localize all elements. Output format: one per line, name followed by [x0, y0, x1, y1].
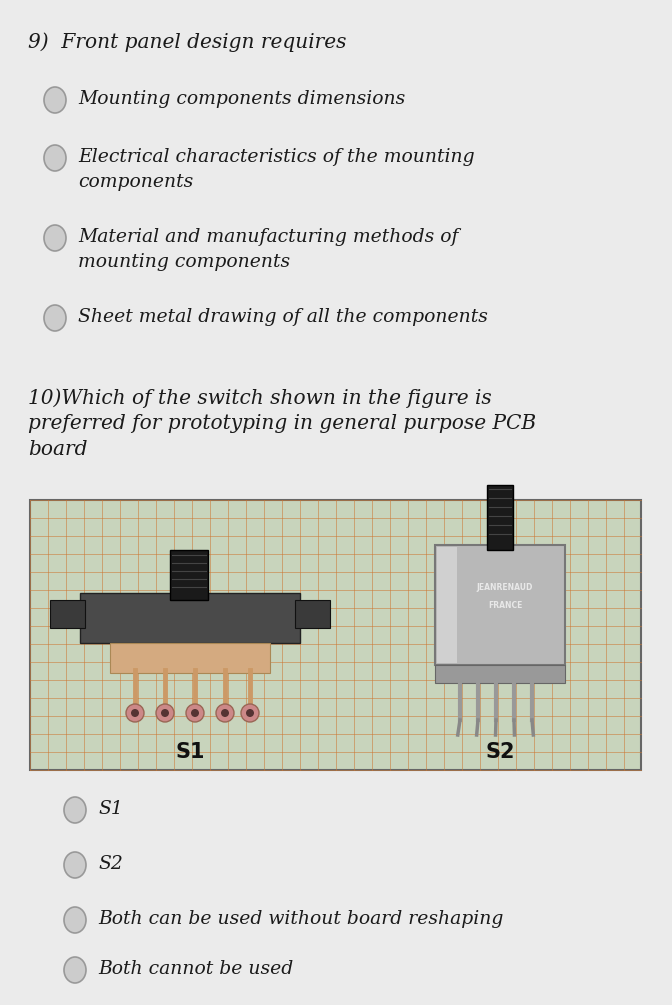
Ellipse shape — [44, 87, 66, 113]
Ellipse shape — [44, 145, 66, 171]
Ellipse shape — [64, 907, 86, 933]
Bar — [437, 547, 457, 663]
Text: Material and manufacturing methods of
mounting components: Material and manufacturing methods of mo… — [78, 228, 458, 271]
Text: Mounting components dimensions: Mounting components dimensions — [78, 90, 405, 108]
Text: Both can be used without board reshaping: Both can be used without board reshaping — [98, 910, 503, 928]
Text: Sheet metal drawing of all the components: Sheet metal drawing of all the component… — [78, 308, 488, 326]
Bar — [170, 550, 208, 600]
Text: JEANRENAUD: JEANRENAUD — [477, 583, 533, 592]
Circle shape — [216, 704, 234, 722]
Circle shape — [221, 709, 229, 717]
Ellipse shape — [64, 852, 86, 878]
Text: FRANCE: FRANCE — [488, 601, 522, 609]
Bar — [50, 600, 85, 628]
Text: S1: S1 — [175, 742, 205, 762]
Ellipse shape — [44, 225, 66, 251]
Text: S2: S2 — [485, 742, 515, 762]
Circle shape — [131, 709, 139, 717]
Circle shape — [156, 704, 174, 722]
Text: S1: S1 — [98, 800, 123, 818]
Text: S2: S2 — [98, 855, 123, 873]
Bar — [80, 593, 300, 643]
Bar — [487, 485, 513, 550]
Circle shape — [241, 704, 259, 722]
Bar — [435, 665, 565, 683]
Text: 9)  Front panel design requires: 9) Front panel design requires — [28, 32, 347, 51]
Bar — [30, 500, 641, 770]
Text: Electrical characteristics of the mounting
components: Electrical characteristics of the mounti… — [78, 148, 474, 191]
Bar — [295, 600, 330, 628]
Text: 10)Which of the switch shown in the figure is
preferred for prototyping in gener: 10)Which of the switch shown in the figu… — [28, 388, 536, 459]
Ellipse shape — [44, 305, 66, 331]
Circle shape — [126, 704, 144, 722]
Bar — [435, 545, 565, 665]
Ellipse shape — [64, 797, 86, 823]
Ellipse shape — [64, 957, 86, 983]
Bar — [110, 643, 270, 673]
Circle shape — [246, 709, 254, 717]
Circle shape — [191, 709, 199, 717]
Text: Both cannot be used: Both cannot be used — [98, 960, 293, 978]
Circle shape — [186, 704, 204, 722]
Circle shape — [161, 709, 169, 717]
